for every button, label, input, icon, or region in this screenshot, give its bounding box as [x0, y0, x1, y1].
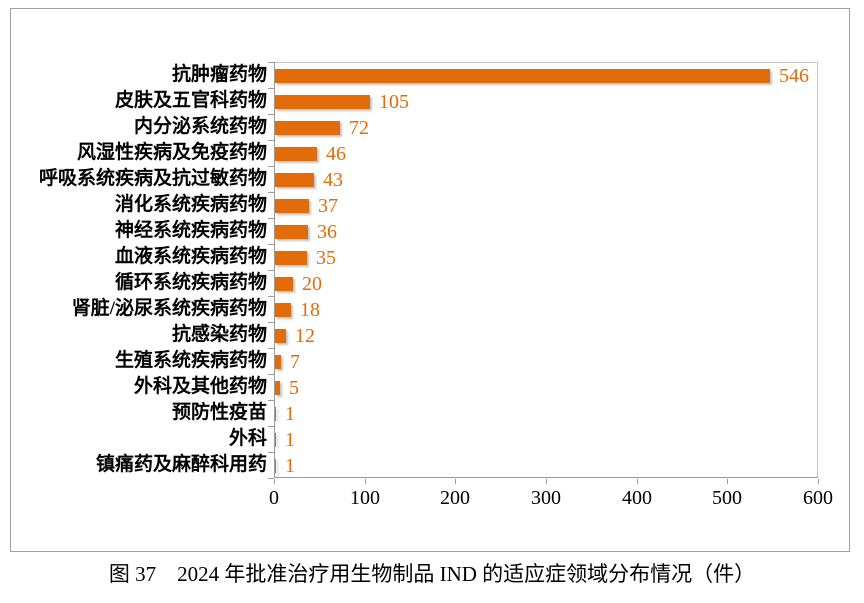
bar-value-label: 35 — [316, 247, 336, 269]
bar — [275, 303, 291, 317]
bar-value-label: 18 — [300, 299, 320, 321]
bar-value-label: 46 — [326, 143, 346, 165]
bar-value-label: 105 — [379, 91, 409, 113]
category-label: 呼吸系统疾病及抗过敏药物 — [38, 168, 267, 189]
bar — [275, 329, 286, 343]
y-axis-tick — [268, 88, 274, 89]
bar-value-label: 546 — [779, 65, 809, 87]
figure-caption: 图 37 2024 年批准治疗用生物制品 IND 的适应症领域分布情况（件） — [108, 562, 756, 586]
category-label: 外科及其他药物 — [133, 376, 267, 397]
category-label: 预防性疫苗 — [171, 402, 267, 423]
x-tick-label: 100 — [350, 487, 380, 509]
y-axis-tick — [268, 166, 274, 167]
category-label: 肾脏/泌尿系统疾病药物 — [71, 298, 267, 319]
bar-value-label: 72 — [349, 117, 369, 139]
bar — [275, 147, 317, 161]
x-tick-label: 300 — [531, 487, 561, 509]
y-axis-tick — [268, 244, 274, 245]
y-axis-tick — [268, 400, 274, 401]
y-axis-tick — [268, 452, 274, 453]
category-label: 消化系统疾病药物 — [114, 194, 267, 215]
category-label: 皮肤及五官科药物 — [114, 90, 267, 111]
bar — [275, 225, 308, 239]
x-axis-tick — [274, 479, 275, 484]
x-tick-label: 600 — [803, 487, 833, 509]
bar-value-label: 5 — [289, 377, 299, 399]
category-label: 风湿性疾病及免疫药物 — [76, 142, 267, 163]
x-axis-tick — [365, 479, 366, 484]
x-tick-label: 500 — [712, 487, 742, 509]
bar-value-label: 1 — [285, 403, 295, 425]
y-axis-tick — [268, 218, 274, 219]
category-label: 生殖系统疾病药物 — [114, 350, 267, 371]
bar — [275, 381, 280, 395]
x-axis-tick — [727, 479, 728, 484]
bar — [275, 173, 314, 187]
bar — [275, 355, 281, 369]
category-label: 抗肿瘤药物 — [171, 64, 267, 85]
category-label: 镇痛药及麻醉科用药 — [95, 454, 267, 475]
category-label: 血液系统疾病药物 — [114, 246, 267, 267]
y-axis-tick — [268, 62, 274, 63]
x-axis-tick — [818, 479, 819, 484]
bar-value-label: 12 — [295, 325, 315, 347]
bar — [275, 407, 276, 421]
bar-value-label: 7 — [290, 351, 300, 373]
y-axis-tick — [268, 140, 274, 141]
y-axis-tick — [268, 426, 274, 427]
bar — [275, 251, 307, 265]
y-axis-tick — [268, 114, 274, 115]
category-label: 神经系统疾病药物 — [114, 220, 267, 241]
bar — [275, 277, 293, 291]
bar — [275, 69, 770, 83]
bar-value-label: 37 — [318, 195, 338, 217]
bar — [275, 95, 370, 109]
bar — [275, 433, 276, 447]
y-axis-tick — [268, 374, 274, 375]
bar-value-label: 36 — [317, 221, 337, 243]
figure-frame: 抗肿瘤药物皮肤及五官科药物内分泌系统药物风湿性疾病及免疫药物呼吸系统疾病及抗过敏… — [10, 8, 850, 552]
y-axis-tick — [268, 270, 274, 271]
x-tick-label: 0 — [269, 487, 279, 509]
category-label: 循环系统疾病药物 — [114, 272, 267, 293]
y-axis-tick — [268, 296, 274, 297]
category-label: 内分泌系统药物 — [133, 116, 267, 137]
category-label: 外科 — [228, 428, 267, 449]
y-axis-tick — [268, 348, 274, 349]
bar-value-label: 1 — [285, 455, 295, 477]
bar — [275, 459, 276, 473]
x-axis-tick — [546, 479, 547, 484]
plot-area: 546 105 72 46 43 37 36 35 20 18 12 7 5 1 1 1 — [274, 62, 818, 478]
y-axis-category-labels: 抗肿瘤药物皮肤及五官科药物内分泌系统药物风湿性疾病及免疫药物呼吸系统疾病及抗过敏… — [25, 62, 267, 478]
x-axis-tick — [637, 479, 638, 484]
bar — [275, 121, 340, 135]
bar-value-label: 20 — [302, 273, 322, 295]
x-tick-label: 400 — [622, 487, 652, 509]
bar-value-label: 1 — [285, 429, 295, 451]
x-tick-label: 200 — [440, 487, 470, 509]
y-axis-tick — [268, 478, 274, 479]
x-axis-tick — [455, 479, 456, 484]
y-axis-tick — [268, 322, 274, 323]
bar-value-label: 43 — [323, 169, 343, 191]
bar — [275, 199, 309, 213]
y-axis-tick — [268, 192, 274, 193]
category-label: 抗感染药物 — [171, 324, 267, 345]
